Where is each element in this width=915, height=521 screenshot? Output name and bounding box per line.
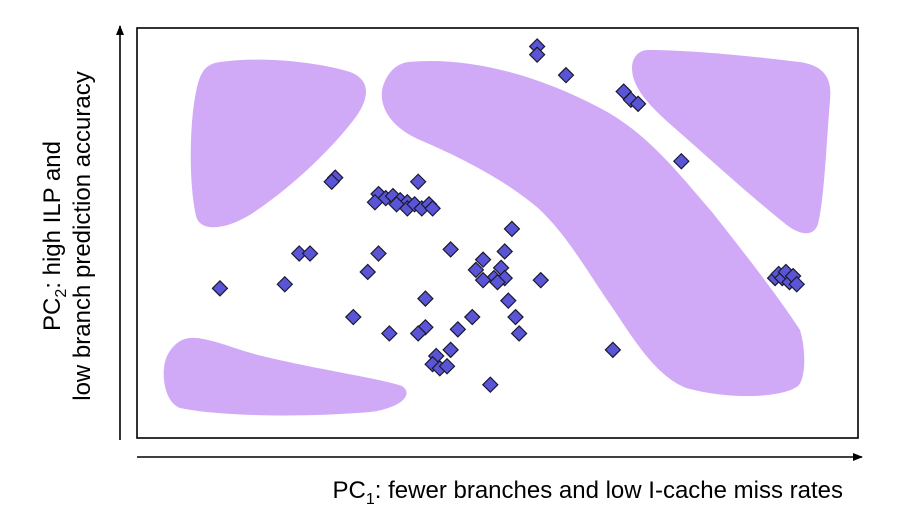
data-point-42 bbox=[463, 308, 481, 326]
data-point-62 bbox=[788, 275, 806, 293]
data-point-23 bbox=[442, 241, 459, 258]
data-point-21 bbox=[366, 193, 384, 211]
data-point-34 bbox=[474, 271, 492, 289]
data-point-2 bbox=[557, 66, 575, 84]
data-point-20 bbox=[424, 200, 441, 217]
data-point-36 bbox=[532, 271, 550, 289]
data-point-29 bbox=[467, 261, 485, 279]
data-point-38 bbox=[276, 275, 294, 293]
region-top-right bbox=[632, 50, 831, 234]
data-point-49 bbox=[442, 341, 459, 359]
plot-frame bbox=[136, 27, 859, 439]
data-point-54 bbox=[604, 341, 622, 359]
data-point-1 bbox=[528, 46, 546, 63]
data-point-37 bbox=[211, 280, 229, 297]
shaded-regions bbox=[163, 50, 831, 416]
data-point-45 bbox=[381, 325, 398, 342]
data-point-22 bbox=[503, 220, 521, 238]
data-point-48 bbox=[510, 325, 528, 342]
x-axis-label: PC1: fewer branches and low I-cache miss… bbox=[333, 477, 843, 508]
data-point-55 bbox=[481, 376, 499, 394]
region-bottom-left bbox=[163, 337, 407, 416]
data-point-33 bbox=[359, 263, 377, 281]
data-point-39 bbox=[417, 290, 434, 307]
data-point-8 bbox=[323, 173, 341, 191]
data-point-40 bbox=[499, 292, 517, 309]
data-point-41 bbox=[344, 308, 362, 326]
data-point-9 bbox=[409, 173, 427, 191]
data-point-5 bbox=[629, 95, 647, 113]
data-point-35 bbox=[489, 273, 506, 291]
data-point-46 bbox=[409, 325, 427, 342]
data-points bbox=[211, 38, 806, 394]
data-point-25 bbox=[370, 245, 387, 262]
data-point-27 bbox=[301, 245, 319, 262]
y-axis-label-line2: low branch prediction accuracy bbox=[69, 71, 96, 401]
data-point-47 bbox=[449, 321, 467, 338]
data-point-6 bbox=[673, 152, 690, 170]
data-point-43 bbox=[507, 308, 524, 326]
data-point-24 bbox=[496, 243, 514, 260]
y-axis-label-line1: PC2: high ILP and bbox=[39, 141, 70, 331]
data-point-28 bbox=[474, 251, 492, 268]
data-point-53 bbox=[438, 357, 456, 375]
region-diagonal-band bbox=[381, 60, 805, 397]
region-top-left bbox=[190, 59, 366, 228]
